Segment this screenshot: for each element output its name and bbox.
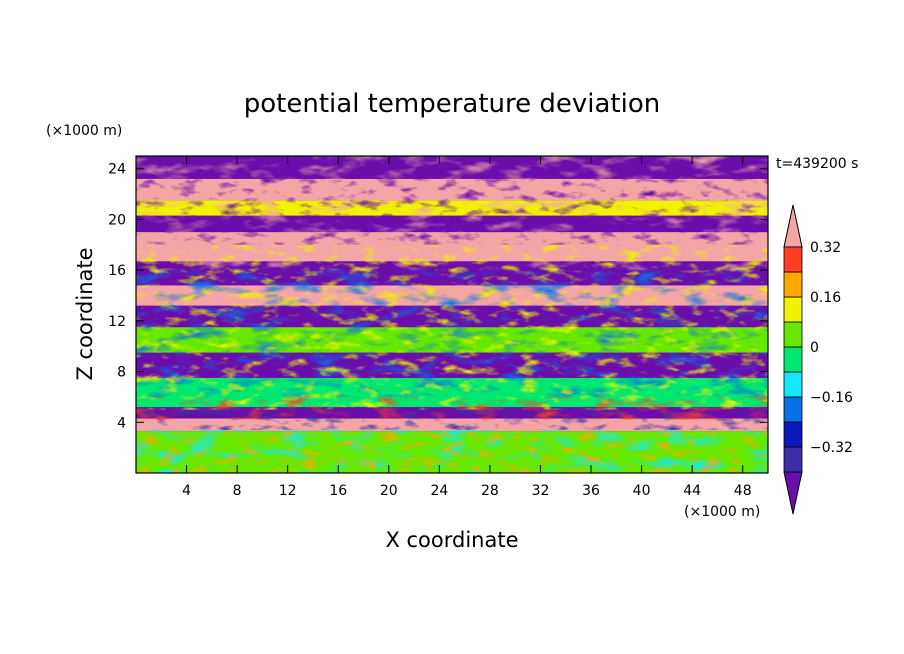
colorbar-label: 0.32 — [810, 240, 841, 256]
colorbar-swatch — [783, 246, 803, 273]
colorbar-min-arrow — [783, 471, 803, 515]
field-blob2-0 — [136, 432, 768, 473]
y-tick-label: 12 — [108, 314, 126, 330]
y-tick-label: 24 — [108, 162, 126, 178]
colorbar-label: −0.32 — [810, 440, 853, 456]
x-tick-label: 44 — [683, 483, 701, 499]
x-tick-label: 32 — [532, 483, 550, 499]
x-tick-label: 4 — [182, 483, 191, 499]
colorbar-swatch — [783, 371, 803, 398]
colorbar-max-arrow — [783, 204, 803, 248]
x-axis-label: X coordinate — [385, 528, 518, 552]
y-tick-label: 4 — [117, 415, 126, 431]
colorbar-swatch — [783, 271, 803, 298]
heatmap-field — [136, 156, 768, 473]
x-axis-ticks: 4 8 12 16 20 24 28 32 36 40 44 48 — [182, 156, 752, 499]
field-blobs-2 — [136, 168, 768, 473]
x-tick-label: 20 — [380, 483, 398, 499]
colorbar-swatch — [783, 396, 803, 423]
colorbar-swatch — [783, 421, 803, 448]
x-tick-label: 12 — [279, 483, 297, 499]
colorbar-label: −0.16 — [810, 390, 853, 406]
colorbar-label: 0.16 — [810, 290, 841, 306]
colorbar-swatch — [783, 296, 803, 323]
y-tick-label: 8 — [117, 365, 126, 381]
y-unit-label: (×1000 m) — [46, 123, 122, 139]
colorbar: 0.32 0.16 0 −0.16 −0.32 — [783, 204, 853, 515]
field-blob2-3 — [136, 244, 768, 410]
x-tick-label: 28 — [481, 483, 499, 499]
x-unit-label: (×1000 m) — [684, 504, 760, 520]
x-tick-label: 16 — [329, 483, 347, 499]
colorbar-swatch — [783, 446, 803, 473]
y-tick-label: 20 — [108, 212, 126, 228]
x-tick-label: 48 — [734, 483, 752, 499]
colorbar-label: 0 — [810, 340, 819, 356]
chart-title: potential temperature deviation — [244, 89, 660, 119]
colorbar-swatch — [783, 346, 803, 373]
x-tick-label: 40 — [633, 483, 651, 499]
colorbar-swatch — [783, 321, 803, 348]
x-tick-label: 24 — [430, 483, 448, 499]
x-tick-label: 36 — [582, 483, 600, 499]
time-label: t=439200 s — [776, 156, 858, 172]
plot-frame — [135, 155, 769, 474]
x-tick-label: 8 — [233, 483, 242, 499]
y-axis-label: Z coordinate — [73, 247, 97, 380]
y-axis-ticks: 4 8 12 16 20 24 — [108, 162, 768, 431]
y-tick-label: 16 — [108, 263, 126, 279]
